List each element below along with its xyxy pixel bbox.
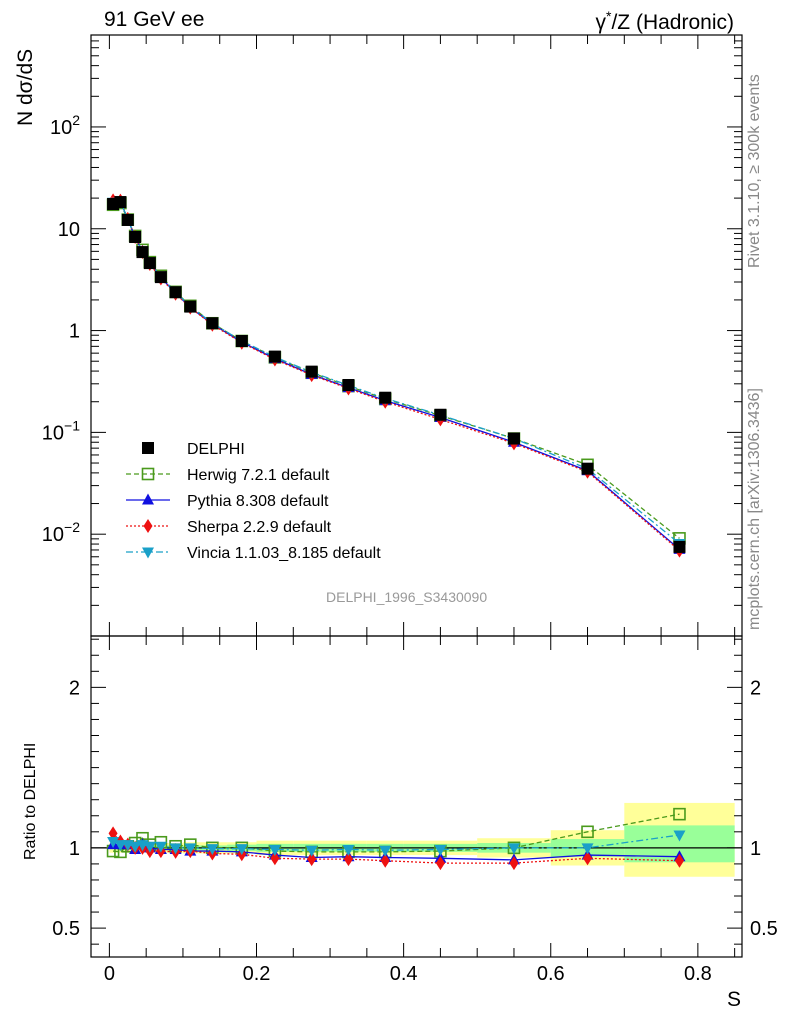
x-tick-label: 0.8 — [684, 963, 712, 985]
ratio-point-vincia — [434, 844, 447, 856]
main-point-data — [169, 286, 182, 299]
ratio-point-sherpa — [108, 826, 118, 841]
x-tick-label: 0.4 — [390, 963, 418, 985]
ratio-point-vincia — [581, 843, 594, 855]
header-right-label: γ*/Z (Hadronic) — [596, 8, 734, 35]
main-point-data — [434, 408, 447, 421]
x-tick-label: 0.6 — [537, 963, 565, 985]
main-point-data — [673, 540, 686, 553]
ratio-frame — [90, 635, 743, 958]
main-point-data — [507, 432, 520, 445]
y-tick-label-right: 0.5 — [750, 918, 778, 940]
ratio-point-sherpa — [674, 853, 684, 868]
main-point-data — [143, 257, 156, 270]
legend-marker-herwig — [141, 467, 155, 481]
main-point-data — [342, 378, 355, 391]
main-point-data — [379, 391, 392, 404]
x-axis-ticks — [108, 35, 736, 957]
x-tick-label: 0.2 — [243, 963, 271, 985]
y-tick-label-right: 2 — [750, 677, 761, 699]
ratio-point-vincia — [507, 843, 520, 855]
y-tick-label: 10−2 — [42, 519, 80, 546]
main-point-data — [581, 462, 594, 475]
legend-marker-sherpa — [143, 519, 153, 533]
ratio-point-sherpa — [583, 851, 593, 866]
ratio-point-vincia — [154, 841, 167, 853]
y-tick-label: 102 — [50, 112, 80, 139]
legend-label-sherpa: Sherpa 2.2.9 default — [187, 519, 332, 536]
ratio-point-vincia — [107, 836, 120, 848]
ratio-point-vincia — [305, 845, 318, 857]
main-ylabel: N dσ/dS — [14, 48, 37, 126]
legend-label-vincia: Vincia 1.1.03_8.185 default — [187, 545, 381, 562]
ratio-point-sherpa — [307, 852, 317, 867]
ratio-point-sherpa — [435, 856, 445, 871]
ratio-ylabel: Ratio to DELPHI — [22, 742, 39, 860]
ratio-point-vincia — [143, 841, 156, 853]
main-line-herwig — [112, 202, 680, 539]
x-axis-label: S — [727, 988, 742, 1011]
legend-marker-pythia — [142, 493, 154, 505]
ratio-point-sherpa — [509, 856, 519, 871]
main-point-data — [121, 213, 134, 226]
main-point-data — [129, 230, 142, 243]
y-tick-label-left: 0.5 — [52, 918, 80, 940]
ratio-point-vincia — [268, 844, 281, 856]
main-point-data — [268, 350, 281, 363]
ratio-point-vincia — [129, 841, 142, 853]
y-tick-label: 1 — [69, 321, 80, 343]
y-tick-label-right: 1 — [750, 838, 761, 860]
ratio-point-sherpa — [343, 852, 353, 867]
legend: DELPHI Herwig 7.2.1 default Pythia 8.308 d… — [126, 441, 381, 562]
x-tick-label: 0 — [104, 963, 115, 985]
ratio-point-vincia — [235, 844, 248, 856]
legend-label-data: DELPHI — [187, 441, 245, 458]
ratio-point-vincia — [673, 830, 686, 842]
main-point-data — [206, 317, 219, 330]
main-point-data — [114, 196, 127, 209]
ratio-point-herwig — [673, 807, 686, 821]
main-y-ticks: 10−2 10−1 1 10 102 — [42, 34, 742, 637]
y-tick-label-left: 1 — [69, 838, 80, 860]
legend-label-herwig: Herwig 7.2.1 default — [187, 467, 330, 484]
ratio-point-sherpa — [380, 853, 390, 868]
y-tick-label: 10−1 — [42, 417, 80, 444]
y-tick-label: 10 — [58, 219, 80, 241]
main-point-data — [154, 271, 167, 284]
legend-label-pythia: Pythia 8.308 default — [187, 493, 329, 510]
mcplots-label: mcplots.cern.ch [arXiv:1306.3436] — [746, 388, 763, 630]
ratio-point-vincia — [379, 845, 392, 857]
rivet-version-label: Rivet 3.1.10, ≥ 300k events — [746, 74, 763, 268]
ratio-point-sherpa — [270, 851, 280, 866]
main-point-data — [305, 365, 318, 378]
legend-marker-vincia — [142, 547, 154, 559]
main-point-data — [184, 300, 197, 313]
main-series-data — [107, 196, 686, 553]
ratio-point-vincia — [342, 844, 355, 856]
header-right-rest: /Z (Hadronic) — [611, 11, 734, 34]
header-right-star: * — [606, 8, 612, 24]
ratio-series-vincia — [107, 830, 686, 857]
analysis-label: DELPHI_1996_S3430090 — [326, 589, 488, 605]
header-right-gamma: γ — [595, 11, 607, 34]
y-tick-label-left: 2 — [69, 677, 80, 699]
legend-marker-data — [142, 442, 154, 454]
main-series-herwig — [106, 196, 686, 545]
ratio-point-vincia — [206, 844, 219, 856]
ratio-point-vincia — [184, 843, 197, 855]
ratio-point-herwig — [581, 825, 594, 839]
main-point-data — [235, 334, 248, 347]
ratio-y-ticks: 0.5 0.5 1 1 2 2 — [52, 638, 778, 945]
main-point-data — [136, 246, 149, 259]
ratio-point-vincia — [169, 843, 182, 855]
header-left-label: 91 GeV ee — [104, 8, 205, 31]
